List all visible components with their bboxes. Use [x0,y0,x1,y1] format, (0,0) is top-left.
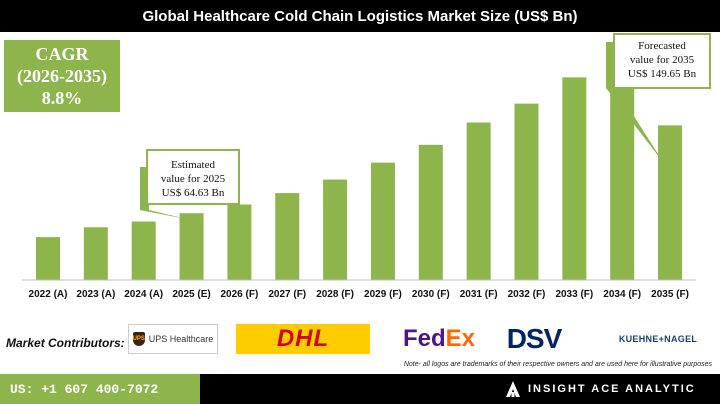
bar-13 [658,125,683,280]
dhl-logo-text: DHL [276,325,330,352]
bar-1 [83,227,108,280]
trademark-note: Note- all logos are trademarks of their … [403,361,712,368]
cagr-value: 8.8% [41,88,83,108]
bar-6 [323,179,348,280]
x-tick-label-1: 2023 (A) [76,289,115,300]
fedex-logo-fed: Fed [402,325,446,352]
bar-3 [179,213,204,280]
bar-5 [275,193,300,280]
x-tick-label-11: 2033 (F) [555,289,593,300]
bar-7 [370,162,395,280]
dsv-logo: DSV [506,323,563,354]
estimated-callout-line-1: value for 2025 [161,173,226,185]
x-tick-label-0: 2022 (A) [29,289,68,300]
bar-9 [466,122,491,281]
estimated-callout-line-0: Estimated [171,159,215,171]
x-tick-label-8: 2030 (F) [412,289,450,300]
x-tick-label-3: 2025 (E) [172,289,210,300]
fedex-logo: Fed Ex [396,324,482,354]
x-tick-label-10: 2032 (F) [508,289,546,300]
ups-healthcare-logo: UPS UPS Healthcare [128,324,218,354]
estimated-callout-box [146,149,240,205]
forecasted-callout-line-2: US$ 149.65 Bn [628,68,697,80]
x-tick-label-4: 2026 (F) [221,289,259,300]
bar-2 [131,221,156,280]
ups-logo-text: UPS Healthcare [148,334,214,344]
bar-11 [562,77,587,280]
forecasted-callout-line-0: Forecasted [638,40,686,52]
x-tick-label-9: 2031 (F) [460,289,498,300]
chart-title: Global Healthcare Cold Chain Logistics M… [0,0,720,32]
footer-brand-text: INSIGHT ACE ANALYTIC [528,383,696,395]
cagr-box: CAGR (2026-2035) 8.8% [4,40,120,112]
x-tick-label-12: 2034 (F) [603,289,641,300]
x-tick-label-5: 2027 (F) [268,289,306,300]
kuehne-nagel-logo: KUEHNE+NAGEL [618,334,698,344]
cagr-period: (2026-2035) [17,66,107,86]
footer-phone: US: +1 607 400-7072 [0,374,200,404]
cagr-label: CAGR [35,44,89,64]
ups-shield-icon: UPS [133,332,145,346]
x-tick-label-2: 2024 (A) [124,289,163,300]
x-tick-label-13: 2035 (F) [651,289,689,300]
bar-chart: 2022 (A) 2023 (A) 2024 (A) 2025 (E) 2026 (F)… [22,33,711,300]
bar-8 [418,144,443,280]
insight-ace-logo-icon [506,381,520,397]
forecasted-callout-pointer [606,42,665,164]
forecasted-callout-line-1: value for 2035 [630,54,695,66]
x-tick-label-7: 2029 (F) [364,289,402,300]
forecasted-callout-box [613,33,711,89]
x-tick-label-6: 2028 (F) [316,289,354,300]
contributors-label: Market Contributors: [6,336,125,350]
fedex-logo-ex: Ex [445,325,476,352]
estimated-callout-line-2: US$ 64.63 Bn [162,187,225,199]
bar-0 [36,237,60,280]
bar-10 [514,103,539,280]
bar-4 [227,204,252,280]
dhl-logo: DHL [236,324,370,354]
estimated-callout-pointer [140,167,188,220]
footer-brand: INSIGHT ACE ANALYTIC [200,374,720,404]
